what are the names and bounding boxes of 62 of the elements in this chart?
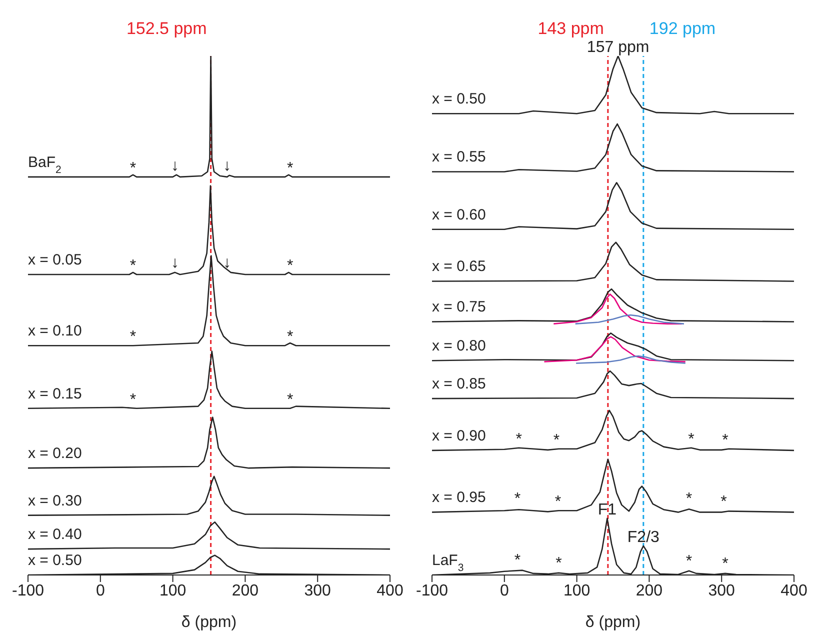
series-label: x = 0.20 xyxy=(28,445,82,462)
x-tick-label: 200 xyxy=(232,582,259,600)
series-label: LaF$_{3}$ xyxy=(432,552,464,574)
series-label: x = 0.15 xyxy=(28,385,82,402)
annotation: F2/3 xyxy=(627,528,660,546)
annotation: ↓ xyxy=(170,157,179,174)
series-label: x = 0.50 xyxy=(28,552,82,569)
annotation: * xyxy=(553,432,560,449)
series-label: x = 0.10 xyxy=(28,322,82,340)
x-tick-label: 200 xyxy=(636,582,663,600)
series-label: x = 0.40 xyxy=(28,526,82,544)
x-tick-label: -100 xyxy=(416,582,448,600)
annotation: * xyxy=(722,555,728,572)
annotation: ↓ xyxy=(223,157,232,174)
x-tick-label: 300 xyxy=(708,582,736,600)
series-label: x = 0.80 xyxy=(432,338,486,355)
annotation: * xyxy=(722,432,728,449)
series-label: x = 0.90 xyxy=(432,427,486,444)
series-label: x = 0.50 xyxy=(432,90,486,108)
x-tick-label: 400 xyxy=(780,582,808,600)
series-label: x = 0.55 xyxy=(432,148,486,166)
ref-line-label: 152.5 ppm xyxy=(126,19,207,38)
annotation: ↓ xyxy=(170,254,179,272)
ref-line-label: 192 ppm xyxy=(649,19,716,38)
annotation: * xyxy=(286,391,294,408)
annotation: 157 ppm xyxy=(586,39,650,56)
annotation: * xyxy=(130,160,136,177)
x-tick-label: 0 xyxy=(500,582,509,600)
annotation: * xyxy=(556,554,562,572)
series-label: x = 0.75 xyxy=(432,298,486,316)
x-tick-label: 300 xyxy=(304,582,332,600)
annotation: * xyxy=(686,552,692,570)
annotation: * xyxy=(130,258,136,274)
annotation: * xyxy=(514,552,521,569)
series-label: x = 0.85 xyxy=(432,376,486,393)
annotation: * xyxy=(516,430,522,448)
x-tick-label: 0 xyxy=(96,582,105,600)
annotation: * xyxy=(286,328,294,346)
series-label: x = 0.60 xyxy=(432,206,486,224)
ref-line-label: 143 ppm xyxy=(538,19,604,38)
series-label: x = 0.95 xyxy=(432,489,486,506)
annotation: * xyxy=(130,391,136,408)
x-tick-label: -100 xyxy=(12,582,44,600)
x-tick-label: 100 xyxy=(563,582,590,600)
annotation: * xyxy=(286,160,294,177)
annotation: * xyxy=(286,258,294,274)
annotation: ↓ xyxy=(223,254,232,272)
x-axis-title: δ (ppm) xyxy=(585,614,641,631)
annotation: * xyxy=(688,430,694,448)
series-label: x = 0.05 xyxy=(28,252,82,268)
annotation: * xyxy=(720,494,727,511)
annotation: * xyxy=(130,328,136,346)
annotation: * xyxy=(686,490,692,508)
annotation: * xyxy=(514,490,521,508)
x-tick-label: 400 xyxy=(376,582,404,600)
annotation: * xyxy=(554,494,562,511)
series-label: x = 0.30 xyxy=(28,492,82,510)
series-label: BaF$_{2}$ xyxy=(28,154,62,176)
x-axis-title: δ (ppm) xyxy=(181,614,237,631)
annotation: F1 xyxy=(598,501,617,518)
series-label: x = 0.65 xyxy=(432,258,486,276)
x-tick-label: 100 xyxy=(159,582,186,600)
